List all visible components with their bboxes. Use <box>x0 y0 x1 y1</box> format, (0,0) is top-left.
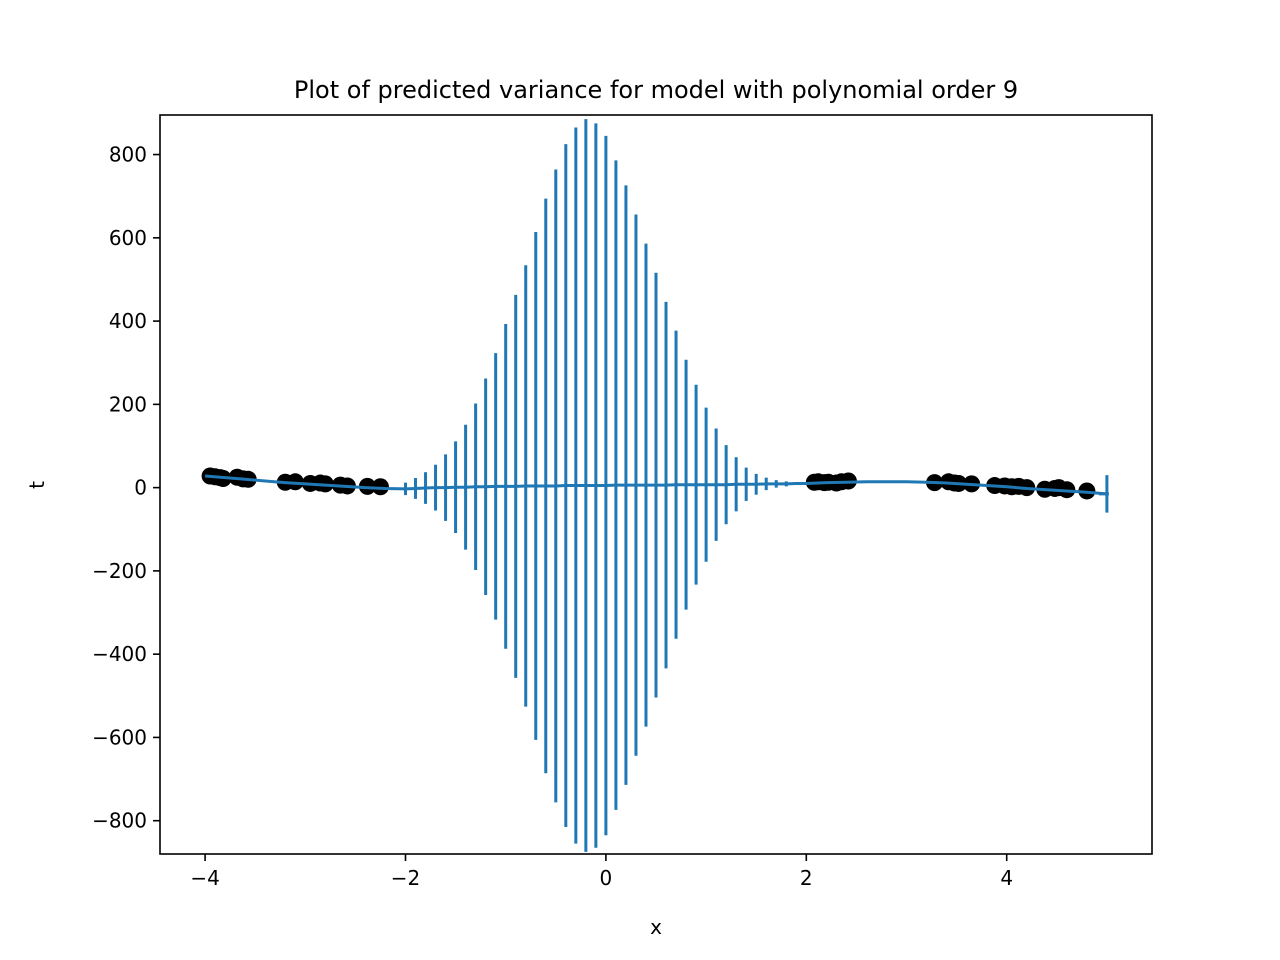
y-tick-label: 600 <box>109 226 147 250</box>
y-tick-label: −600 <box>92 725 147 749</box>
x-axis: −4 −2 0 2 4 <box>190 854 1013 890</box>
x-tick-label: 0 <box>600 866 613 890</box>
y-tick-label: −400 <box>92 642 147 666</box>
y-tick-label: −200 <box>92 559 147 583</box>
chart-title: Plot of predicted variance for model wit… <box>294 76 1018 104</box>
y-tick-label: 0 <box>134 476 147 500</box>
prediction-line <box>204 474 1108 496</box>
x-tick-label: −4 <box>190 866 219 890</box>
y-tick-label: 800 <box>109 143 147 167</box>
y-axis-label: t <box>25 481 49 489</box>
x-tick-label: −2 <box>391 866 420 890</box>
x-tick-label: 4 <box>1000 866 1013 890</box>
x-tick-label: 2 <box>800 866 813 890</box>
y-tick-label: 200 <box>109 392 147 416</box>
plot-area <box>201 119 1109 852</box>
y-tick-label: 400 <box>109 309 147 333</box>
y-axis: −800 −600 −400 −200 0 200 400 600 800 <box>92 143 160 833</box>
x-axis-label: x <box>650 915 662 939</box>
axes-frame <box>159 114 1153 855</box>
y-tick-label: −800 <box>92 809 147 833</box>
